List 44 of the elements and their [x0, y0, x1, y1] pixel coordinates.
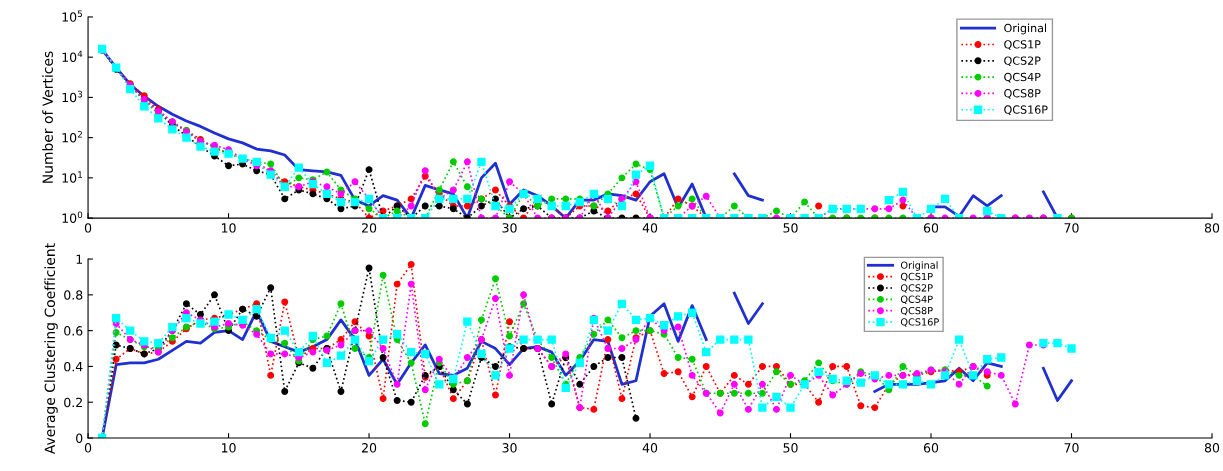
x-tick-label: 40: [642, 443, 658, 453]
legend-label: QCS4P: [1004, 72, 1041, 83]
x-tick-label: 80: [1204, 223, 1220, 233]
y-tick-label: 0.4: [64, 361, 83, 372]
legend-label: QCS1P: [1004, 40, 1041, 50]
x-tick-label: 10: [221, 443, 236, 453]
y-tick-label: 10$^{3}$: [62, 90, 83, 103]
x-tick-label: 80: [1204, 443, 1220, 453]
x-tick-label: 20: [362, 443, 377, 453]
y-axis-title: Number of Vertices: [42, 51, 53, 183]
legend-label: QCS8P: [1004, 89, 1041, 99]
x-tick-label: 20: [362, 223, 377, 233]
x-tick-label: 40: [642, 223, 658, 233]
legend-label: QCS2P: [900, 284, 933, 293]
x-tick-label: 10: [221, 223, 236, 233]
legend-label: QCS1P: [900, 272, 933, 282]
y-tick-label: 10$^{4}$: [62, 50, 83, 63]
y-axis-title: Average Clustering Coefficient: [44, 243, 58, 455]
y-tick-label: 0.2: [64, 397, 82, 408]
legend-label: Original: [1004, 23, 1047, 35]
y-tick-label: 0.8: [64, 290, 83, 300]
legend-label: QCS16P: [900, 318, 939, 327]
y-tick-label: 0.6: [64, 326, 83, 336]
x-tick-label: 0: [84, 223, 92, 233]
legend-label: QCS8P: [900, 306, 933, 316]
legend-label: QCS2P: [1004, 56, 1041, 67]
legend-label: QCS4P: [900, 295, 933, 305]
x-tick-label: 70: [1064, 223, 1079, 233]
y-tick-label: 1: [76, 254, 83, 264]
x-tick-label: 0: [84, 443, 92, 453]
x-tick-label: 50: [783, 443, 798, 453]
x-tick-label: 50: [783, 223, 798, 233]
y-tick-label: 10$^{5}$: [62, 10, 83, 22]
x-tick-label: 60: [923, 443, 939, 453]
x-tick-label: 60: [923, 223, 939, 233]
y-tick-label: 10$^{2}$: [62, 131, 82, 143]
legend-label: QCS16P: [1004, 105, 1048, 116]
x-tick-label: 30: [502, 443, 517, 453]
y-tick-label: 10$^{0}$: [62, 211, 83, 223]
x-tick-label: 30: [502, 223, 517, 233]
y-tick-label: 10$^{1}$: [62, 171, 82, 183]
x-tick-label: 70: [1064, 443, 1079, 453]
legend-label: Original: [900, 261, 938, 271]
y-tick-label: 0: [76, 433, 83, 443]
